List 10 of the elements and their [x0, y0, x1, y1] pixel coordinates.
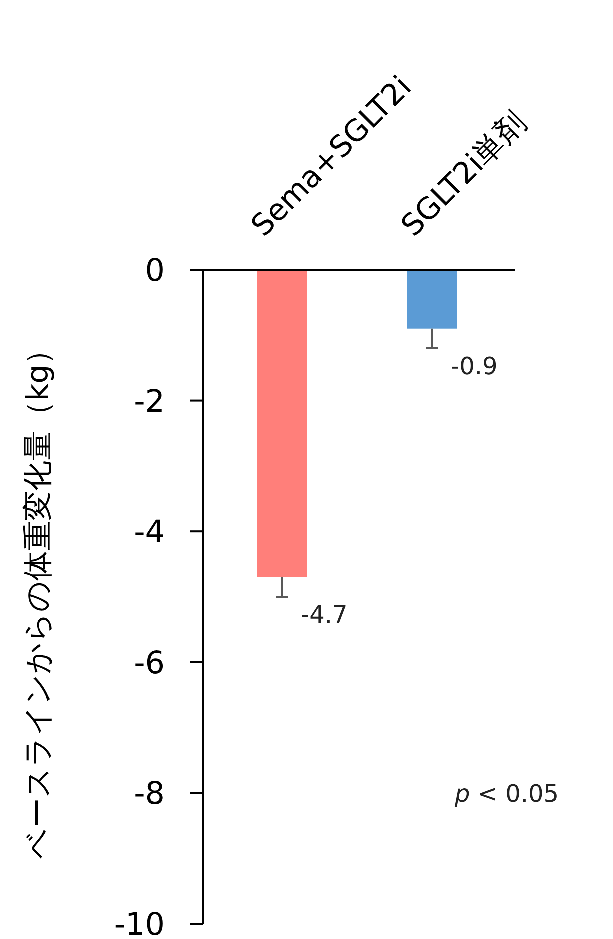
annotation: p < 0.05: [454, 780, 560, 808]
data-label: -4.7: [301, 601, 348, 629]
y-axis-title: ベースラインからの体重変化量（kg）: [21, 334, 56, 860]
y-tick-label: -8: [134, 776, 165, 812]
y-tick-label: -10: [114, 907, 165, 939]
y-tick-label: -2: [134, 384, 165, 420]
y-tick-label: 0: [145, 253, 165, 289]
y-tick-label: -4: [134, 514, 165, 551]
y-tick-label: -6: [134, 645, 165, 682]
data-label: -0.9: [451, 352, 498, 380]
